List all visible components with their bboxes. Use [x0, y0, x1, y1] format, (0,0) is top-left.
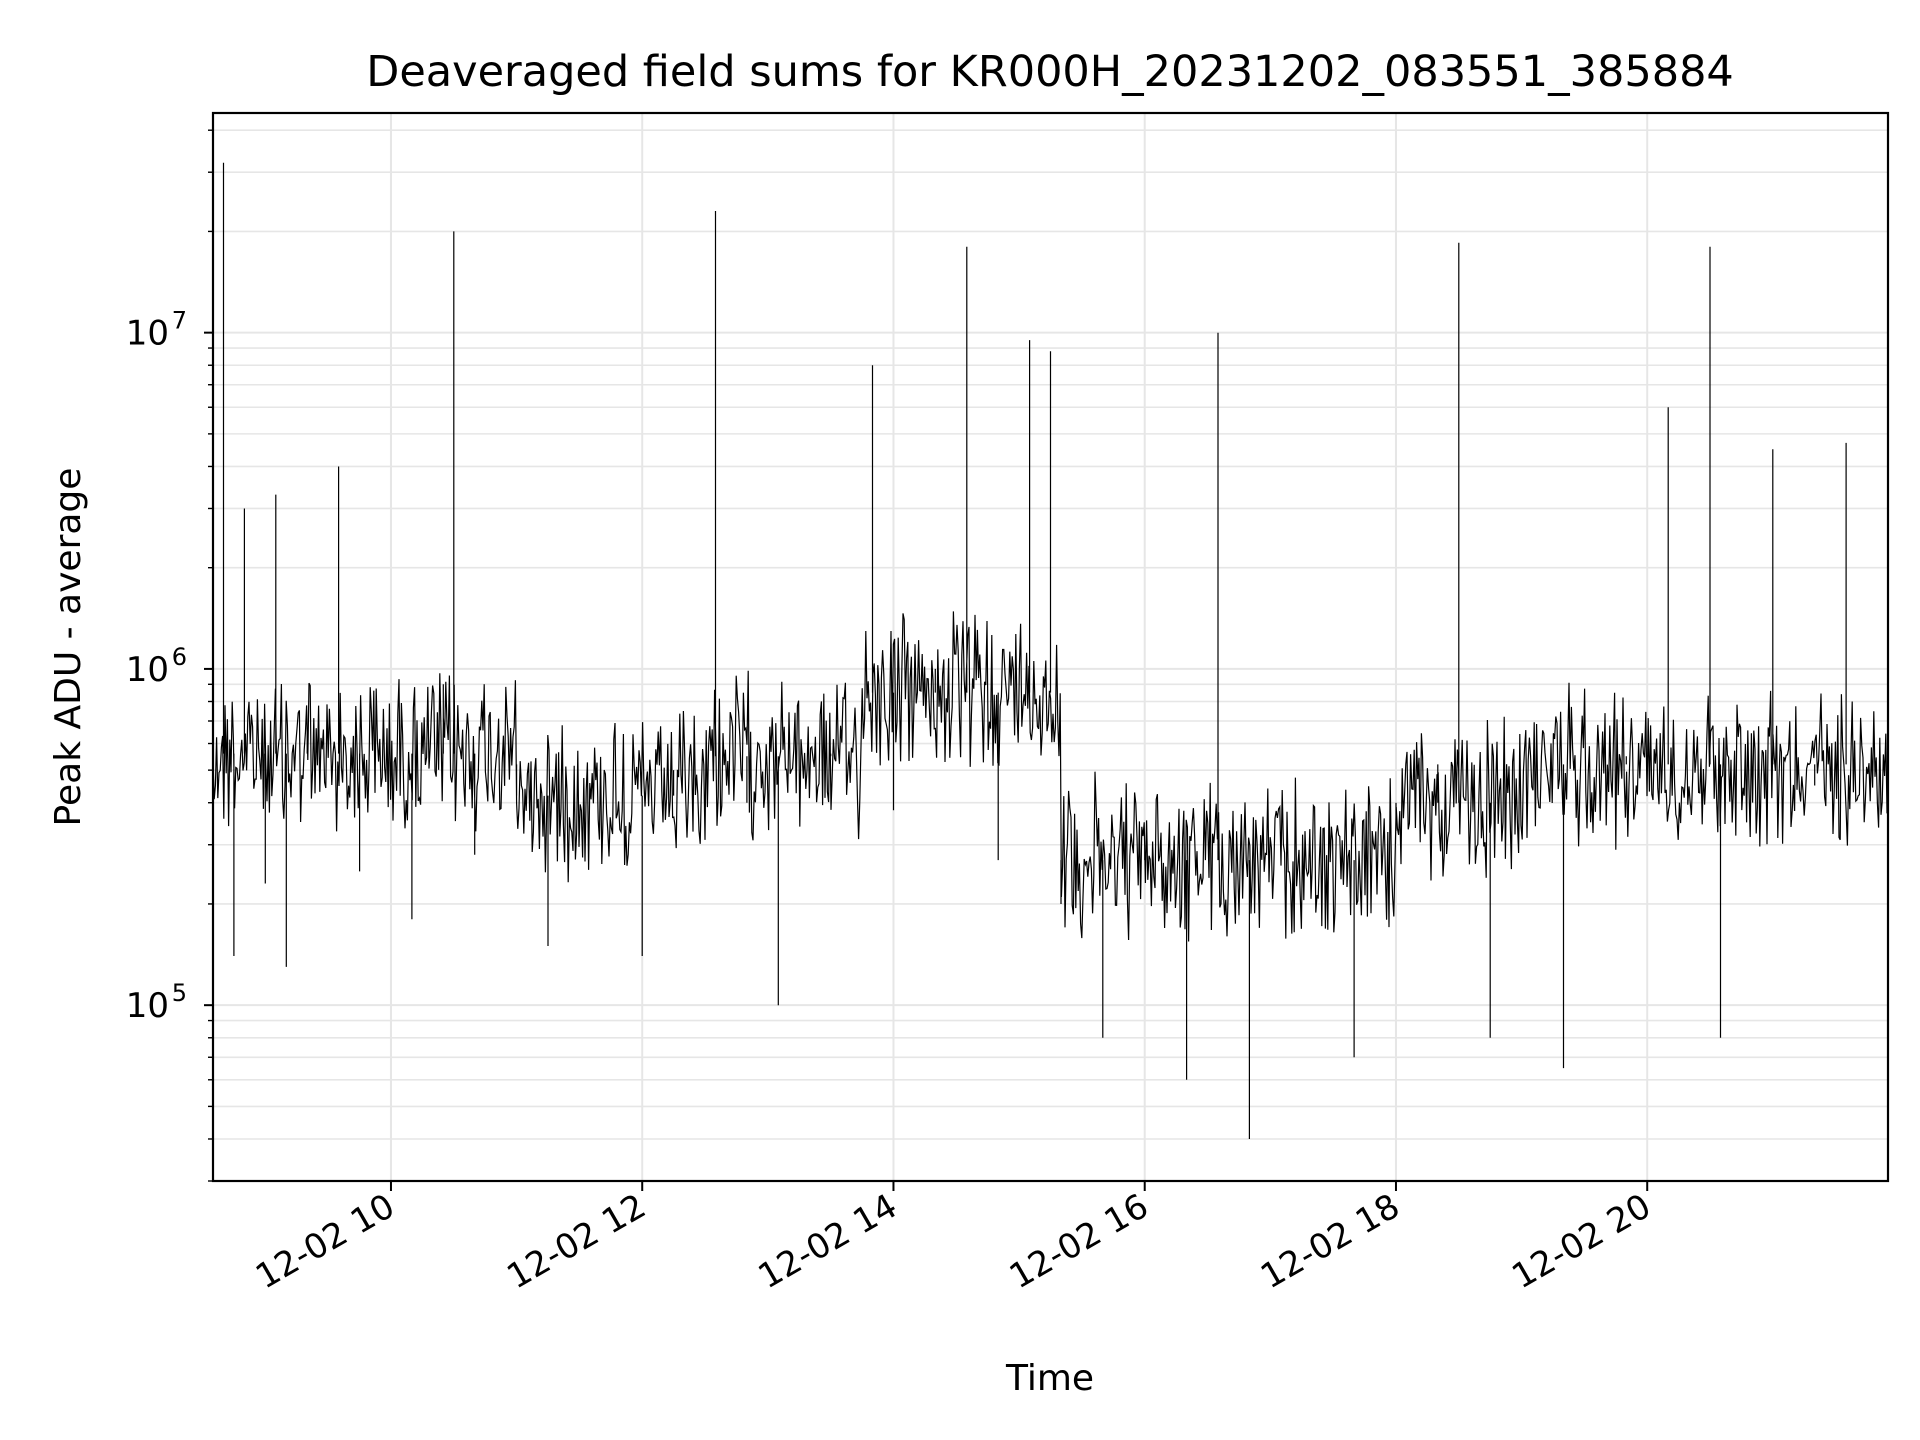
y-tick-exponent: 5 [172, 979, 187, 1007]
x-tick-label: 12-02 14 [752, 1186, 904, 1297]
x-tick-label: 12-02 10 [249, 1186, 401, 1297]
y-axis-label: Peak ADU - average [48, 468, 89, 827]
x-tick-label: 12-02 12 [500, 1186, 652, 1297]
y-tick-label: 10 [126, 986, 169, 1026]
plot-frame [211, 111, 1890, 1183]
y-tick-base: 10 [126, 986, 169, 1026]
series-line [212, 162, 1888, 1139]
series-path [212, 162, 1888, 1139]
y-tick-base: 10 [126, 650, 169, 690]
chart-title: Deaveraged field sums for KR000H_2023120… [366, 47, 1734, 97]
y-tick-label: 10 [126, 650, 169, 690]
x-tick-label: 12-02 18 [1254, 1186, 1406, 1297]
y-tick-exponent: 6 [172, 643, 187, 671]
y-tick-label: 10 [126, 314, 169, 354]
y-tick-exponent: 7 [172, 307, 187, 335]
x-tick-label: 12-02 16 [1003, 1186, 1155, 1297]
x-tick-label: 12-02 20 [1505, 1186, 1657, 1297]
y-tick-base: 10 [126, 314, 169, 354]
x-axis-label: Time [1005, 1358, 1094, 1399]
